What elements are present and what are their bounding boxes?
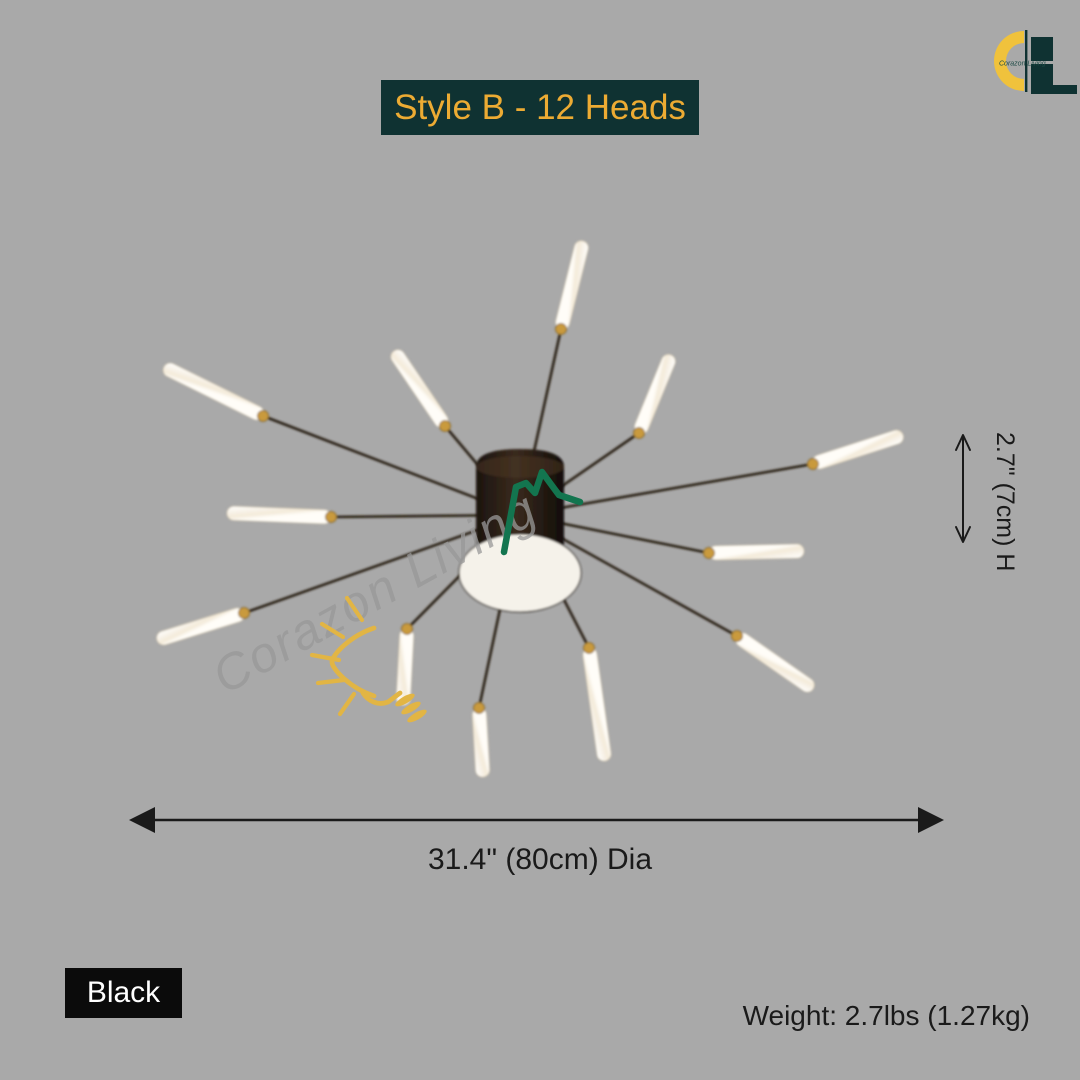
svg-text:2.7" (7cm) H: 2.7" (7cm) H <box>991 432 1019 571</box>
svg-text:Corazon Living: Corazon Living <box>999 61 1046 68</box>
